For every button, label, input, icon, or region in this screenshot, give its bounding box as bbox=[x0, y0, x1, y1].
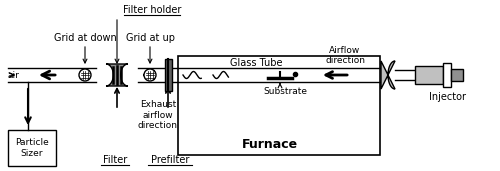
Polygon shape bbox=[381, 61, 395, 89]
Bar bbox=[415, 66, 443, 84]
Bar bbox=[178, 56, 380, 155]
Text: Exhaust
airflow
direction: Exhaust airflow direction bbox=[138, 100, 178, 130]
Text: Substrate: Substrate bbox=[263, 88, 307, 96]
Text: Grid at down: Grid at down bbox=[54, 33, 116, 43]
Bar bbox=[443, 63, 451, 87]
Text: Glass Tube: Glass Tube bbox=[230, 58, 282, 68]
Text: Grid at up: Grid at up bbox=[126, 33, 174, 43]
Polygon shape bbox=[106, 64, 128, 86]
Text: Filter holder: Filter holder bbox=[123, 5, 181, 15]
Bar bbox=[164, 59, 172, 91]
Text: Injector: Injector bbox=[430, 92, 467, 102]
Text: Particle
Sizer: Particle Sizer bbox=[15, 138, 49, 158]
Circle shape bbox=[144, 69, 156, 81]
Bar bbox=[8, 130, 56, 166]
Circle shape bbox=[79, 69, 91, 81]
Text: Airflow
direction: Airflow direction bbox=[325, 46, 365, 65]
Bar bbox=[451, 69, 463, 81]
Text: air: air bbox=[7, 70, 19, 80]
Text: Prefilter: Prefilter bbox=[151, 155, 189, 165]
Text: Filter: Filter bbox=[103, 155, 127, 165]
Text: Furnace: Furnace bbox=[242, 139, 298, 152]
